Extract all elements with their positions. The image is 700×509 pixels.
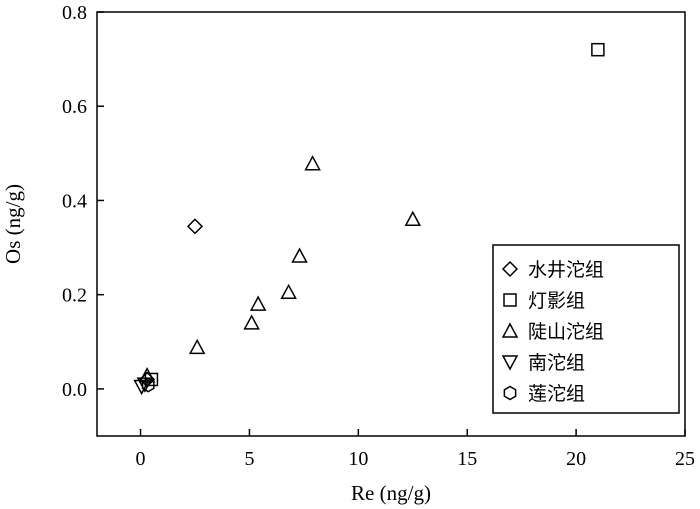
y-tick-label: 0.4 (62, 190, 87, 212)
legend-label: 莲沱组 (528, 383, 585, 405)
triangle-up-data-point (291, 247, 308, 263)
x-tick-label: 25 (675, 448, 695, 470)
x-axis-ticks: 0 5 10 15 20 25 (136, 429, 695, 470)
x-tick-label: 20 (566, 448, 586, 470)
triangle-down-data-point (136, 377, 154, 393)
y-tick-label: 0.8 (62, 2, 87, 24)
data-points (133, 42, 605, 396)
triangle-up-data-point (138, 367, 156, 383)
triangle-up-data-point (188, 338, 206, 355)
legend-label: 灯影组 (528, 290, 585, 312)
legend-label: 水井沱组 (528, 259, 604, 281)
y-axis-ticks: 0.0 0.2 0.4 0.6 0.8 (62, 2, 104, 401)
x-tick-label: 15 (457, 448, 477, 470)
y-tick-label: 0.2 (62, 285, 87, 307)
plot-frame (96, 11, 686, 437)
x-tick-label: 5 (244, 448, 254, 470)
triangle-up-data-point (404, 210, 422, 227)
hexagon-data-point (141, 377, 155, 393)
legend-triangle-down-icon (501, 355, 519, 371)
y-tick-label: 0.6 (62, 96, 87, 118)
legend-label: 南沱组 (528, 352, 585, 374)
triangle-up-data-point (243, 314, 260, 330)
triangle-up-data-point (280, 283, 297, 300)
square-data-point (591, 42, 605, 57)
x-tick-label: 0 (136, 448, 146, 470)
legend-square-icon (503, 293, 517, 307)
legend-diamond-icon (501, 260, 519, 278)
triangle-up-data-point (249, 295, 267, 311)
triangle-down-data-point (133, 379, 150, 396)
x-axis-title: Re (ng/g) (351, 481, 431, 505)
x-tick-label: 10 (348, 448, 368, 470)
triangle-up-data-point (304, 155, 321, 171)
y-tick-label: 0.0 (62, 379, 87, 401)
y-axis-title: Os (ng/g) (1, 184, 25, 264)
diamond-data-point (186, 218, 204, 235)
legend-label: 陡山沱组 (528, 321, 604, 343)
legend-frame (492, 244, 680, 414)
legend-hexagon-icon (503, 385, 517, 401)
legend-triangle-up-icon (501, 322, 519, 338)
